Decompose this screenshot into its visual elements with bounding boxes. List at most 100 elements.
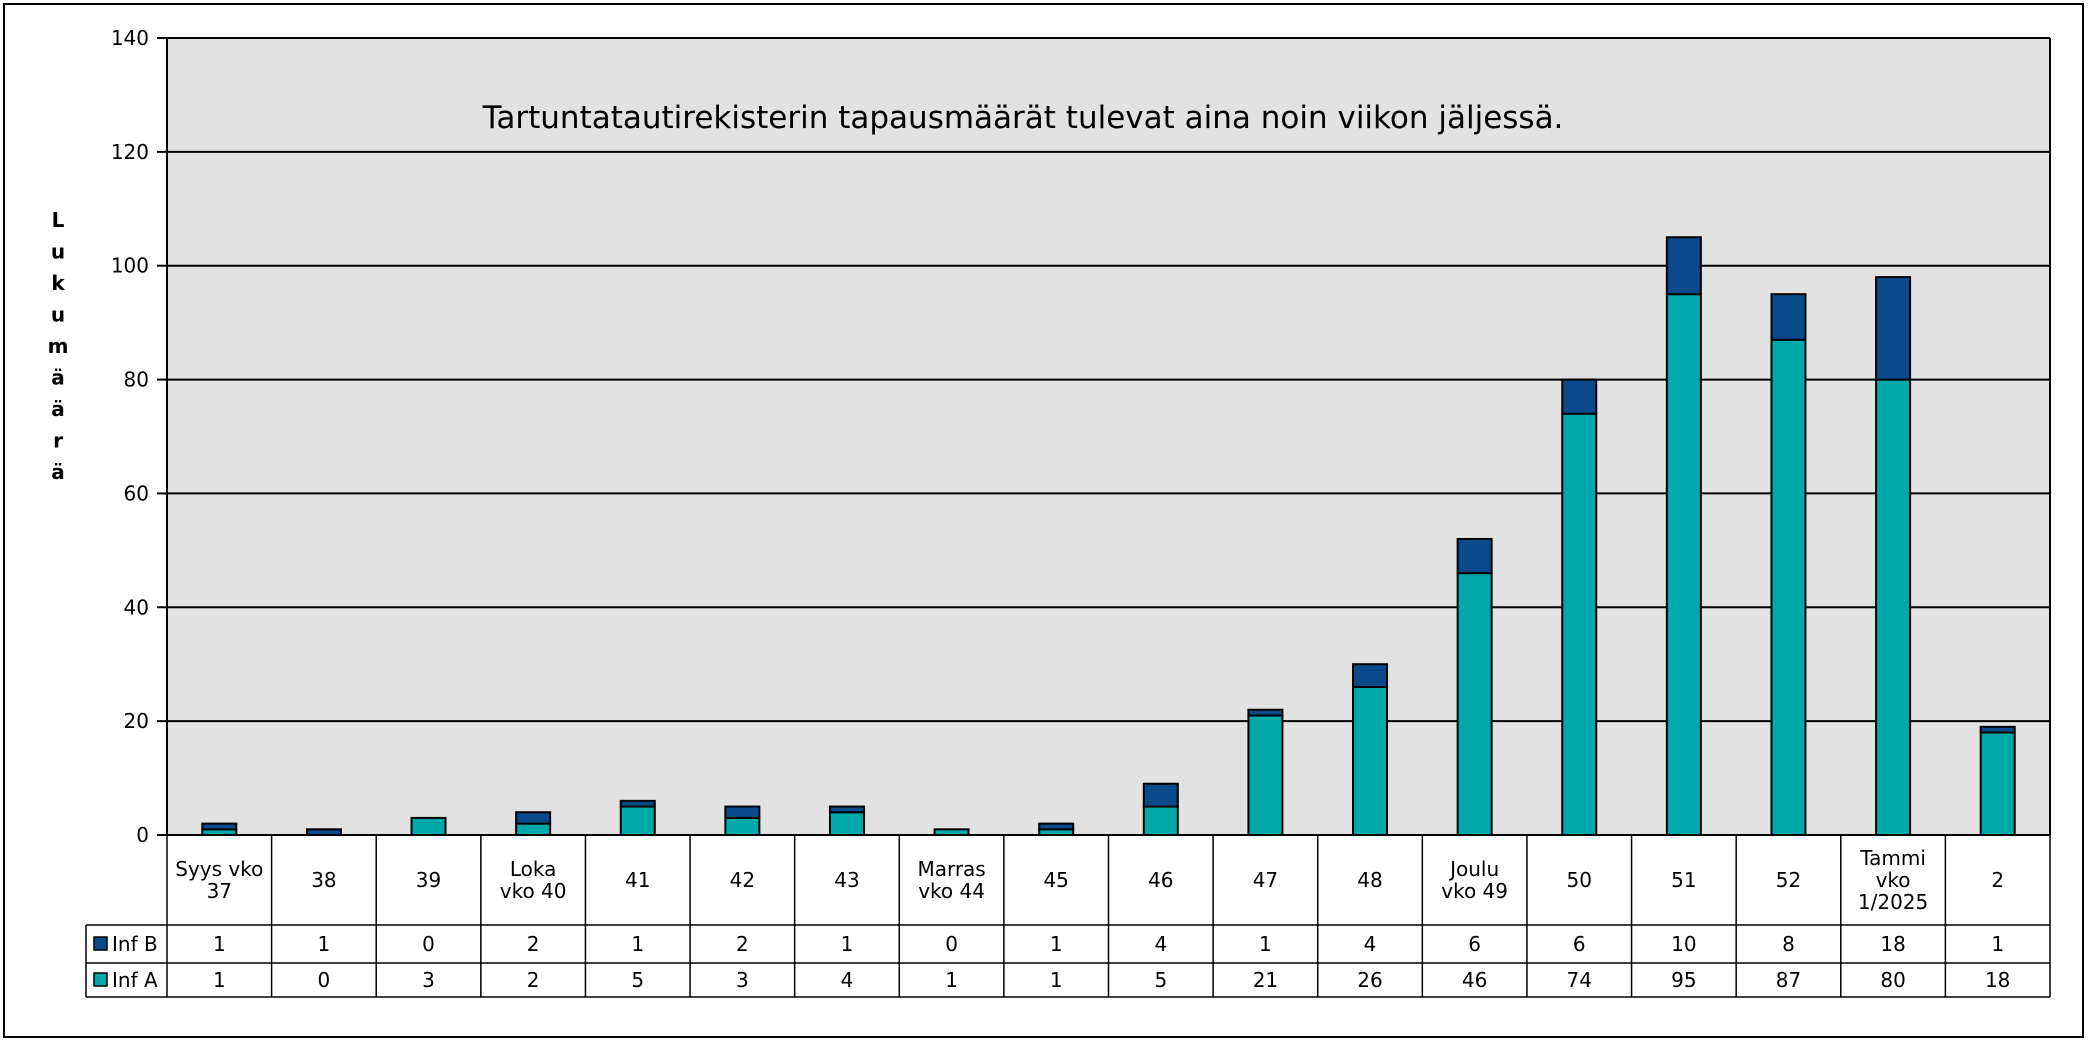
- data-table-value: 74: [1567, 968, 1592, 992]
- data-table-value: 4: [841, 968, 854, 992]
- data-table-value: 3: [422, 968, 435, 992]
- bar-inf-b: [1665, 236, 1702, 296]
- data-table-value: 5: [631, 968, 644, 992]
- data-table-value: 2: [527, 968, 540, 992]
- bar-inf-a: [410, 816, 447, 837]
- plot-area: [167, 38, 2050, 835]
- y-axis-label-char: u: [51, 303, 65, 327]
- bar-inf-b: [1770, 293, 1807, 341]
- x-category-label: 1/2025: [1858, 890, 1928, 914]
- x-category-label: 46: [1148, 868, 1173, 892]
- chart-annotation: Tartuntatautirekisterin tapausmäärät tul…: [482, 100, 1564, 136]
- x-category-label: 47: [1253, 868, 1278, 892]
- data-table-value: 46: [1462, 968, 1487, 992]
- data-table-value: 1: [318, 932, 331, 956]
- y-tick-label: 60: [124, 481, 149, 505]
- x-category-label: Joulu: [1448, 857, 1499, 881]
- bar-inf-b: [1875, 276, 1912, 381]
- data-table-value: 1: [841, 932, 854, 956]
- data-table-value: 5: [1154, 968, 1167, 992]
- data-table-value: 1: [1050, 932, 1063, 956]
- data-table-value: 2: [527, 932, 540, 956]
- x-category-label: 41: [625, 868, 650, 892]
- data-table-value: 18: [1985, 968, 2010, 992]
- bar-inf-b: [1456, 537, 1493, 575]
- bar-inf-a: [1770, 338, 1807, 836]
- x-category-label: Syys vko: [175, 857, 263, 881]
- x-category-label: 38: [311, 868, 336, 892]
- y-tick-label: 100: [111, 254, 149, 278]
- plot-background: [167, 38, 2050, 835]
- data-table-value: 1: [631, 932, 644, 956]
- x-category-label: 50: [1567, 868, 1592, 892]
- y-axis-label-char: k: [51, 271, 65, 295]
- bar-inf-b: [515, 811, 552, 825]
- bar-inf-b: [1142, 782, 1179, 808]
- x-category-label: Marras: [917, 857, 985, 881]
- x-category-label: vko 40: [500, 879, 567, 903]
- x-category-label: 48: [1357, 868, 1382, 892]
- y-axis-label-char: r: [53, 429, 63, 453]
- bar-inf-b: [201, 822, 238, 831]
- y-tick-label: 40: [124, 595, 149, 619]
- bar-inf-a: [1456, 572, 1493, 837]
- data-table-value: 3: [736, 968, 749, 992]
- y-axis-label-char: L: [52, 208, 65, 232]
- y-axis-label-char: ä: [51, 366, 65, 390]
- x-category-label: 42: [730, 868, 755, 892]
- data-table-value: 87: [1776, 968, 1801, 992]
- data-table-value: 6: [1573, 932, 1586, 956]
- bars: [201, 236, 2016, 837]
- y-tick-label: 80: [124, 368, 149, 392]
- bar-inf-a: [828, 811, 865, 837]
- y-axis-label-char: ä: [51, 397, 65, 421]
- data-table-value: 1: [945, 968, 958, 992]
- x-category-label: vko 44: [918, 879, 985, 903]
- bar-inf-b: [1247, 708, 1284, 717]
- x-category-label: 2: [1991, 868, 2004, 892]
- bar-inf-b: [1038, 822, 1075, 831]
- bar-inf-a: [1561, 412, 1598, 836]
- bar-inf-b: [828, 805, 865, 814]
- legend-label: Inf A: [112, 968, 158, 992]
- y-tick-label: 120: [111, 140, 149, 164]
- x-category-label: Loka: [510, 857, 557, 881]
- legend-swatch: [93, 936, 108, 951]
- bar-inf-a: [515, 822, 552, 836]
- axes: 0 20 40 60 80 100 120 140: [111, 26, 2051, 847]
- bar-inf-a: [1142, 805, 1179, 836]
- data-table-value: 10: [1671, 932, 1696, 956]
- bar-inf-b: [1352, 663, 1389, 688]
- data-table-value: 1: [1259, 932, 1272, 956]
- x-category-label: 43: [834, 868, 859, 892]
- data-table-value: 4: [1364, 932, 1377, 956]
- data-table-value: 1: [213, 932, 226, 956]
- x-category-label: 39: [416, 868, 441, 892]
- x-category-label: 37: [207, 879, 232, 903]
- y-tick-label: 20: [124, 709, 149, 733]
- bar-inf-a: [1665, 293, 1702, 836]
- x-category-label: vko 49: [1441, 879, 1508, 903]
- data-table-value: 18: [1880, 932, 1905, 956]
- x-category-label: 52: [1776, 868, 1801, 892]
- legend-swatch: [93, 972, 108, 987]
- bar-inf-b: [724, 805, 761, 819]
- bar-inf-a: [1979, 731, 2016, 836]
- data-table-value: 6: [1468, 932, 1481, 956]
- data-table-value: 8: [1782, 932, 1795, 956]
- data-table-value: 1: [213, 968, 226, 992]
- y-axis-label-char: m: [48, 334, 69, 358]
- bar-inf-a: [1247, 714, 1284, 837]
- bar-inf-b: [1979, 725, 2016, 734]
- data-table-value: 0: [318, 968, 331, 992]
- y-tick-label: 140: [111, 26, 149, 50]
- y-axis-label-char: u: [51, 240, 65, 264]
- bar-inf-a: [619, 805, 656, 836]
- data-table-value: 1: [1991, 932, 2004, 956]
- bar-inf-a: [1352, 685, 1389, 836]
- x-category-label: Tammi: [1859, 846, 1926, 870]
- data-table-value: 95: [1671, 968, 1696, 992]
